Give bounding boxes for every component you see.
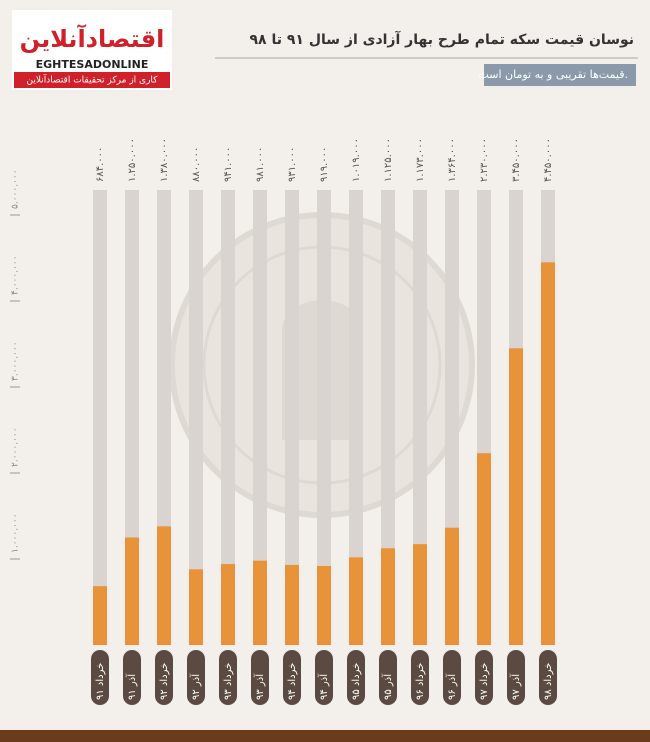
- x-tick-label: آذر ۹۴: [317, 673, 330, 700]
- category-pill: [411, 650, 429, 705]
- category-pill: [443, 650, 461, 705]
- category-pill: [347, 650, 365, 705]
- value-label: ۱.۰۱۹.۰۰۰: [351, 138, 362, 182]
- value-label: ۳.۴۵۰.۰۰۰: [511, 138, 522, 182]
- value-label: ۱.۳۶۴.۰۰۰: [447, 138, 458, 182]
- category-pill: [187, 650, 205, 705]
- tagline-box: [14, 72, 170, 88]
- category-pill: [283, 650, 301, 705]
- bar: [509, 348, 523, 645]
- value-label: ۱.۳۸۰.۰۰۰: [159, 138, 170, 182]
- x-tick-label: آذر ۹۱: [125, 673, 138, 700]
- logo-tagline: کاری از مرکز تحقیقات اقتصادآنلاین: [27, 74, 159, 86]
- category-pill: [251, 650, 269, 705]
- y-tick-label: ۴.۰۰۰.۰۰۰: [11, 255, 21, 295]
- bar-track: [317, 190, 331, 645]
- value-label: ۹۴۱.۰۰۰: [223, 147, 234, 182]
- category-pill: [91, 650, 109, 705]
- value-label: ۹۸۱.۰۰۰: [255, 147, 266, 182]
- bar-track: [125, 190, 139, 645]
- value-label: ۲.۲۳۰.۰۰۰: [479, 138, 490, 182]
- x-tick-label: آذر ۹۷: [509, 673, 522, 700]
- bar-track: [349, 190, 363, 645]
- bar: [381, 548, 395, 645]
- category-pill: [539, 650, 557, 705]
- value-label: ۹۳۱.۰۰۰: [287, 147, 298, 182]
- category-pill: [507, 650, 525, 705]
- bar-track: [413, 190, 427, 645]
- category-pill: [475, 650, 493, 705]
- y-tick-label: ۲.۰۰۰.۰۰۰: [11, 427, 21, 467]
- value-label: ۱.۱۷۳.۰۰۰: [415, 138, 426, 182]
- value-label: ۴.۴۵۰.۰۰۰: [543, 138, 554, 182]
- category-pill: [155, 650, 173, 705]
- bar-track: [285, 190, 299, 645]
- y-tick-label: ۵.۰۰۰.۰۰۰: [11, 169, 21, 209]
- bar-track: [189, 190, 203, 645]
- bar-track: [93, 190, 107, 645]
- bar: [445, 527, 459, 645]
- logo-latin: EGHTESADONLINE: [36, 58, 149, 71]
- logo: اقتصادآنلاین: [20, 24, 165, 53]
- bar-track: [253, 190, 267, 645]
- value-label: ۱.۱۲۵.۰۰۰: [383, 138, 394, 182]
- bar: [477, 453, 491, 645]
- value-label: ۶۸۴.۰۰۰: [95, 147, 106, 182]
- value-label: ۸۸۰.۰۰۰: [191, 147, 202, 182]
- value-label: ۹۱۹.۰۰۰: [319, 147, 330, 182]
- bar: [93, 586, 107, 645]
- subtitle: قیمت‌ها تقریبی و به تومان است.: [478, 68, 628, 81]
- bar: [253, 560, 267, 645]
- bar-track: [221, 190, 235, 645]
- bar: [125, 537, 139, 645]
- y-tick-label: ۱.۰۰۰.۰۰۰: [11, 513, 21, 553]
- bar: [157, 526, 171, 645]
- x-tick-label: آذر ۹۲: [189, 673, 202, 700]
- footer-strip: [0, 730, 650, 742]
- bar: [413, 544, 427, 645]
- chart-title: نوسان قیمت سکه تمام طرح بهار آزادی از سا…: [250, 30, 634, 48]
- x-tick-label: خرداد ۹۳: [223, 663, 234, 700]
- x-tick-label: خرداد ۹۱: [95, 663, 106, 700]
- category-pill: [123, 650, 141, 705]
- x-tick-label: خرداد ۹۸: [543, 663, 554, 700]
- y-tick-label: ۳.۰۰۰.۰۰۰: [11, 341, 21, 381]
- bar: [285, 564, 299, 645]
- bar: [349, 557, 363, 645]
- bar: [317, 565, 331, 645]
- category-pill: [315, 650, 333, 705]
- x-tick-label: خرداد ۹۲: [159, 663, 170, 700]
- bar: [189, 569, 203, 645]
- x-tick-label: آذر ۹۵: [381, 673, 394, 700]
- x-tick-label: خرداد ۹۴: [287, 663, 298, 700]
- subtitle-box: [484, 64, 636, 86]
- bar: [541, 262, 555, 645]
- bar-track: [381, 190, 395, 645]
- category-pill: [219, 650, 237, 705]
- x-tick-label: خرداد ۹۷: [479, 663, 490, 700]
- x-tick-label: خرداد ۹۵: [351, 663, 362, 700]
- x-tick-label: آذر ۹۳: [253, 673, 266, 700]
- x-tick-label: خرداد ۹۶: [415, 663, 426, 700]
- value-label: ۱.۲۵۰.۰۰۰: [127, 138, 138, 182]
- bar: [221, 564, 235, 645]
- category-pill: [379, 650, 397, 705]
- x-tick-label: آذر ۹۶: [445, 673, 458, 700]
